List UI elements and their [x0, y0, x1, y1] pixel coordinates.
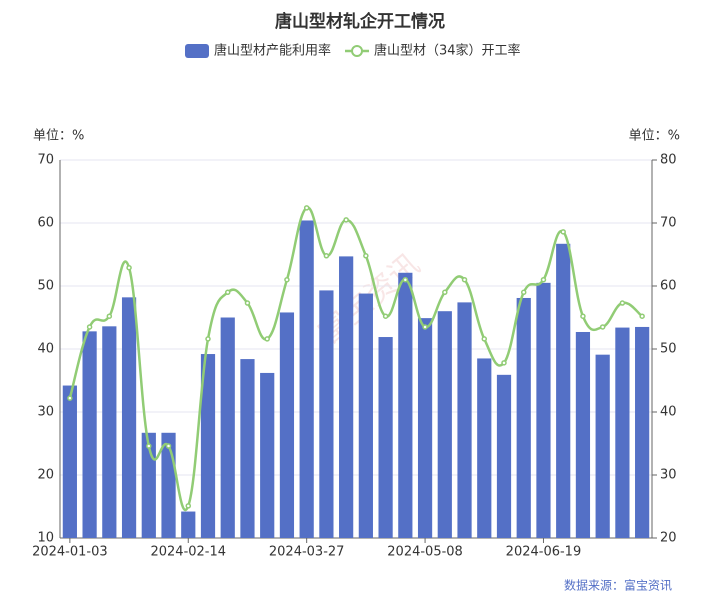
bar: [536, 282, 551, 538]
line-point: [185, 503, 192, 509]
line-point: [323, 253, 330, 259]
legend-swatch: [185, 44, 209, 58]
bar: [417, 318, 433, 538]
chart-title: 唐山型材轧企开工情况: [275, 11, 445, 32]
line-point: [481, 336, 488, 342]
line-point: [382, 313, 389, 319]
line-point: [619, 300, 626, 306]
y2-tick-label: 40: [660, 405, 677, 420]
line-point: [343, 217, 349, 223]
bar: [398, 272, 413, 538]
line-point: [560, 229, 566, 235]
bar: [556, 243, 571, 539]
x-tick-label: 2024-05-08: [387, 545, 463, 560]
y-axis-label: 单位：%: [33, 129, 84, 144]
y2-tick-label: 70: [660, 216, 677, 231]
bar: [516, 297, 531, 538]
line-point: [146, 443, 152, 449]
y2-tick-label: 80: [660, 153, 677, 168]
y-tick-label: 70: [37, 153, 54, 168]
y-tick-label: 50: [37, 279, 54, 294]
x-tick-label: 2024-01-03: [32, 545, 108, 560]
x-tick-label: 2024-03-27: [269, 545, 345, 560]
bar: [181, 511, 196, 538]
bar: [121, 297, 137, 538]
bar: [595, 354, 610, 538]
line-point: [442, 289, 448, 296]
bar: [102, 326, 117, 538]
line-point: [284, 276, 290, 283]
line-point: [422, 324, 428, 330]
line-point: [501, 360, 507, 366]
line-point: [540, 276, 547, 283]
line-point: [580, 313, 586, 319]
bar: [82, 331, 97, 538]
bar: [635, 326, 650, 538]
y-tick-label: 20: [37, 468, 54, 483]
bar: [378, 337, 393, 538]
bar: [319, 290, 334, 538]
line-point: [165, 443, 172, 449]
line-point: [599, 324, 606, 330]
bar: [62, 385, 77, 538]
bar: [240, 359, 255, 538]
bar: [477, 358, 492, 538]
line-point: [461, 276, 468, 283]
y-tick-label: 30: [37, 405, 54, 420]
bar: [339, 256, 354, 538]
bar: [220, 317, 235, 538]
line-point: [303, 205, 310, 211]
x-tick-label: 2024-02-14: [150, 545, 226, 560]
line-point: [264, 336, 270, 342]
source: 数据来源：富宝资讯: [564, 578, 672, 593]
y-tick-label: 40: [37, 342, 54, 357]
y-tick-label: 10: [37, 531, 54, 546]
line-point: [363, 253, 369, 259]
line-point: [205, 336, 211, 342]
line-point: [126, 264, 132, 271]
legend-label: 唐山型材产能利用率: [214, 43, 331, 59]
line-point: [67, 395, 73, 401]
bar: [437, 311, 452, 538]
legend-label: 唐山型材（34家）开工率: [374, 43, 521, 59]
line-point: [224, 289, 231, 296]
bar: [279, 312, 295, 538]
bar: [615, 327, 630, 538]
bar: [496, 374, 512, 538]
bar: [575, 331, 591, 538]
x-tick-label: 2024-06-19: [506, 545, 582, 560]
line-point: [639, 313, 645, 319]
line-point: [244, 300, 251, 306]
y2-tick-label: 20: [660, 531, 677, 546]
bar: [358, 293, 373, 538]
line-point: [402, 276, 409, 283]
y2-axis-label: 单位：%: [629, 129, 680, 144]
legend-swatch: [351, 45, 364, 57]
line-point: [520, 289, 527, 296]
line-point: [86, 324, 93, 330]
y2-tick-label: 50: [660, 342, 677, 357]
y2-tick-label: 60: [660, 279, 677, 294]
bar: [200, 354, 216, 538]
bar: [299, 220, 314, 539]
y-tick-label: 60: [37, 216, 54, 231]
bar: [260, 372, 275, 538]
line-point: [106, 313, 113, 319]
bar: [457, 302, 472, 538]
y2-tick-label: 30: [660, 468, 677, 483]
